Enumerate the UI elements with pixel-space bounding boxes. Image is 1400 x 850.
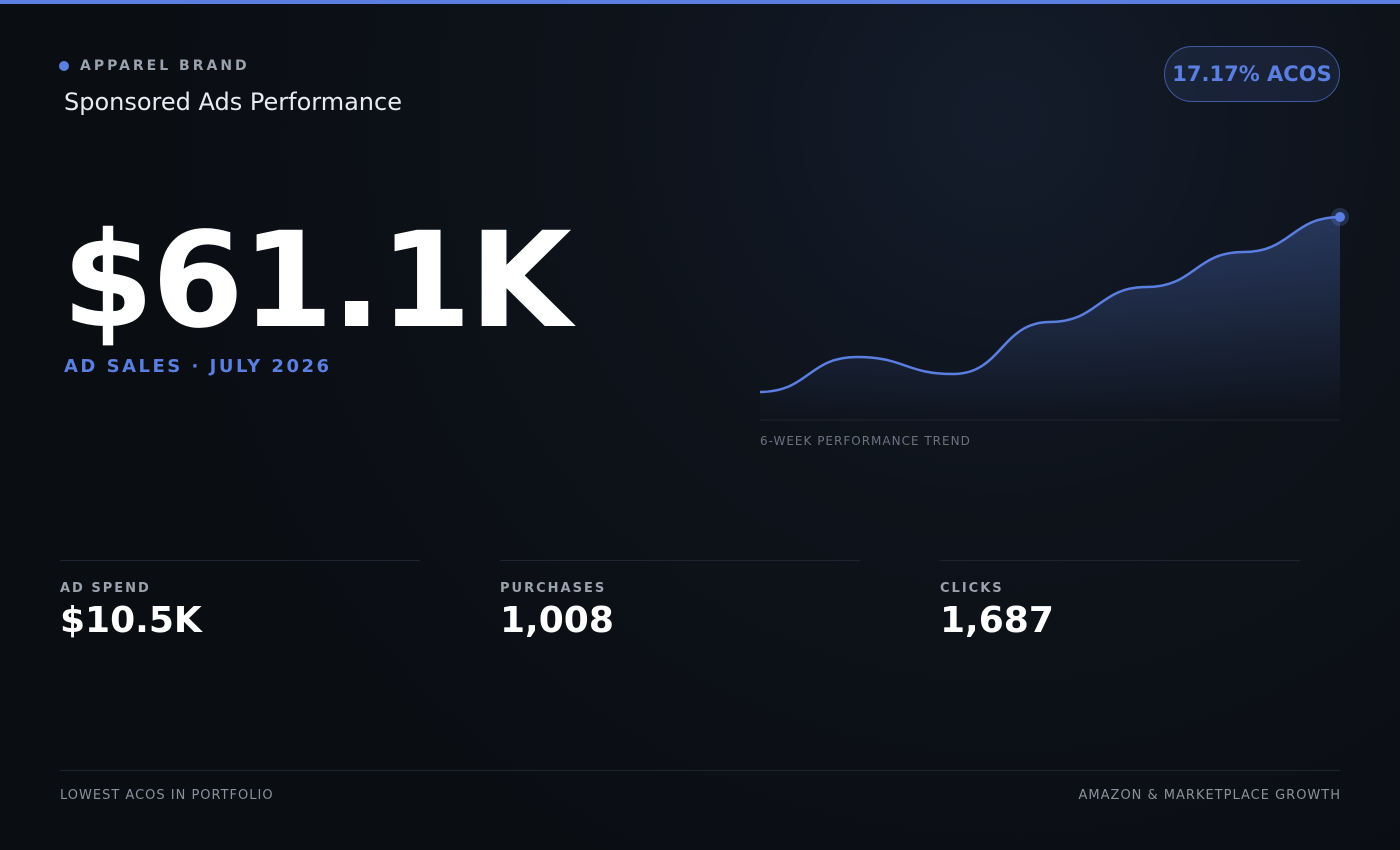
- stat-value: 1,008: [500, 600, 614, 641]
- stat-rule: [500, 560, 860, 561]
- footer-left: LOWEST ACOS IN PORTFOLIO: [60, 788, 274, 803]
- trend-area: [760, 217, 1340, 420]
- brand-dot: [59, 61, 69, 71]
- footer-rule: [60, 770, 1340, 771]
- top-bar: [0, 0, 1400, 4]
- footer-right: AMAZON & MARKETPLACE GROWTH: [1078, 788, 1341, 803]
- trend-line: [759, 215, 1341, 394]
- brand: APPAREL BRAND: [80, 58, 250, 74]
- hero-label: AD SALES · JULY 2026: [64, 356, 332, 377]
- stat-rule: [940, 560, 1300, 561]
- stat-rule: [60, 560, 420, 561]
- title: Sponsored Ads Performance: [64, 88, 402, 116]
- stat-value: $10.5K: [60, 600, 202, 641]
- end-point: [1335, 212, 1345, 222]
- stat-label: AD SPEND: [60, 581, 151, 596]
- stat-label: PURCHASES: [500, 581, 607, 596]
- trend-label: 6-WEEK PERFORMANCE TREND: [760, 434, 971, 448]
- stat-label: CLICKS: [940, 581, 1004, 596]
- acos-badge: 17.17% ACOS: [1164, 46, 1340, 102]
- hero-value: $61.1K: [62, 204, 572, 358]
- stat-value: 1,687: [940, 600, 1054, 641]
